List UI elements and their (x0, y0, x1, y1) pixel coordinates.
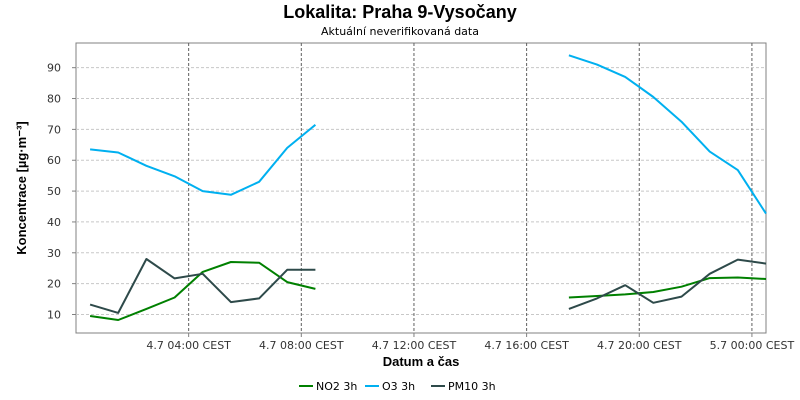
series-line-pm10 (568, 258, 767, 310)
x-tick-label: 4.7 12:00 CEST (372, 339, 457, 352)
chart-subtitle: Aktuální neverifikovaná data (321, 25, 479, 38)
x-tick-label: 4.7 04:00 CEST (146, 339, 231, 352)
y-tick-label: 50 (47, 185, 61, 198)
plot-area (75, 42, 767, 334)
y-tick-label: 80 (47, 93, 61, 106)
y-tick-label: 40 (47, 216, 61, 229)
legend-label: NO2 3h (316, 380, 357, 393)
series-lines (89, 54, 767, 321)
y-tick-label: 60 (47, 154, 61, 167)
y-tick-label: 20 (47, 278, 61, 291)
series-line-o3 (89, 124, 317, 196)
chart-title: Lokalita: Praha 9-Vysočany (283, 2, 516, 22)
y-tick-label: 30 (47, 247, 61, 260)
series-line-no2 (89, 261, 316, 321)
x-tick-label: 4.7 20:00 CEST (597, 339, 682, 352)
series-line-pm10 (89, 258, 316, 314)
x-tick-label: 5.7 00:00 CEST (710, 339, 795, 352)
legend: NO2 3h O3 3h PM10 3h (299, 380, 496, 393)
x-axis-label: Datum a čas (383, 354, 460, 369)
legend-label: PM10 3h (448, 380, 496, 393)
x-tick-label: 4.7 16:00 CEST (484, 339, 569, 352)
x-tick-label: 4.7 08:00 CEST (259, 339, 344, 352)
y-tick-label: 90 (47, 62, 61, 75)
series-line-o3 (568, 54, 767, 215)
y-axis-ticks: 10 20 30 40 50 60 70 80 90 (47, 62, 76, 321)
x-axis-ticks: 4.7 04:00 CEST 4.7 08:00 CEST 4.7 12:00 CE… (146, 333, 794, 352)
y-axis-label: Koncentrace [µg·m⁻³] (14, 121, 29, 255)
legend-label: O3 3h (382, 380, 415, 393)
y-tick-label: 70 (47, 123, 61, 136)
y-tick-label: 10 (47, 308, 61, 321)
